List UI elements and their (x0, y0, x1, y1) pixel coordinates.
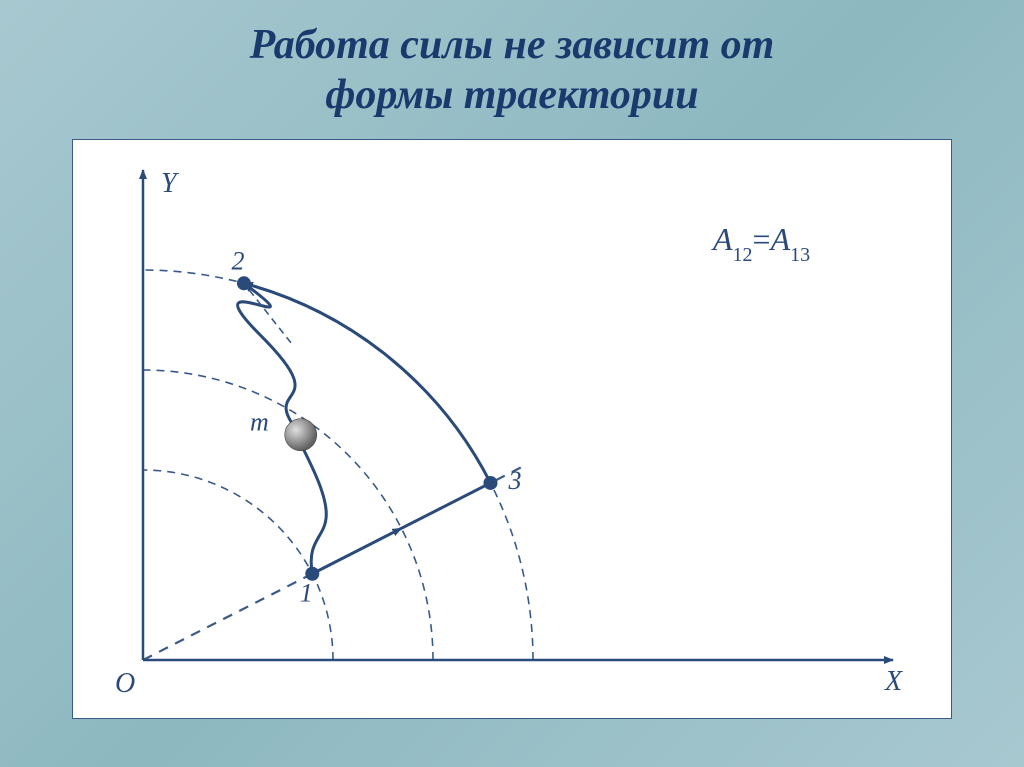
point-3-label: 3 (507, 466, 521, 495)
origin-label: O (115, 668, 135, 699)
x-axis-label: X (884, 666, 903, 697)
figure-frame: Y X O 1 2 3 m A12=A13 (72, 139, 952, 719)
wavy-path-m-2 (238, 283, 301, 434)
equipotential-arc (143, 470, 333, 660)
equipotential-arc (143, 270, 533, 660)
y-axis-label: Y (161, 168, 180, 199)
point-1-label: 1 (300, 579, 313, 608)
dash-chord-near-2 (244, 283, 291, 343)
point-2-label: 2 (231, 246, 244, 275)
mass-label: m (250, 408, 269, 437)
mass-ball (285, 419, 317, 451)
title-line-1: Работа силы не зависит от (250, 22, 775, 68)
segment-1-3a (312, 528, 401, 573)
slide-title: Работа силы не зависит от формы траектор… (40, 20, 984, 121)
work-equation: A12=A13 (711, 221, 810, 266)
segment-1-3b (401, 483, 490, 528)
point-p3 (483, 476, 497, 490)
physics-diagram: Y X O 1 2 3 m A12=A13 (73, 140, 953, 720)
arc-3-2 (244, 283, 491, 483)
title-line-2: формы траектории (325, 72, 698, 118)
wavy-path-1-m (293, 434, 326, 574)
point-p2 (237, 276, 251, 290)
